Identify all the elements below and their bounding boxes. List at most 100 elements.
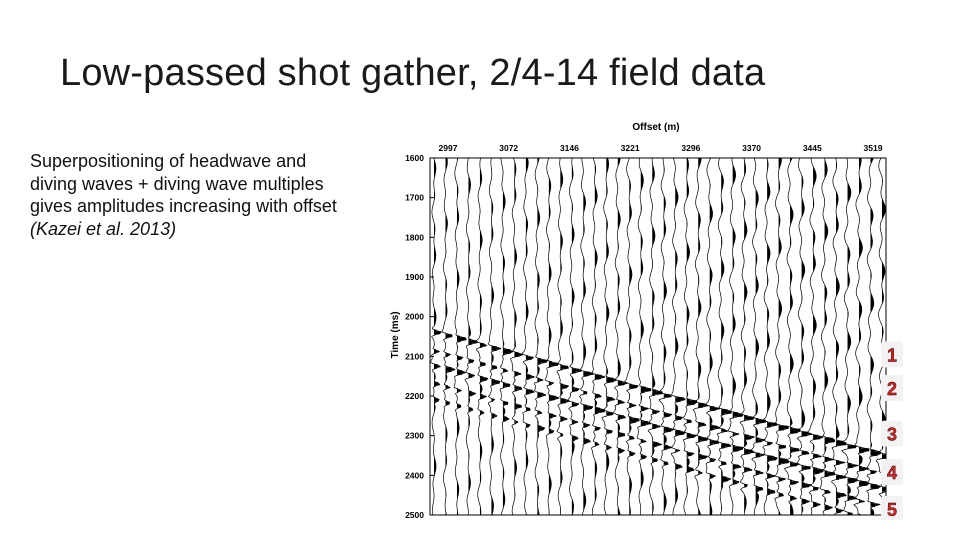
seismic-trace [441,158,456,515]
seismic-trace [579,158,595,515]
seismic-trace [762,158,778,515]
y-tick-labels: 1600 1700 1800 1900 2000 2100 2200 2300 2400 2500 [405,153,434,520]
seismic-trace [727,158,744,515]
x-tick-label: 3221 [621,143,640,153]
y-tick-label: 2000 [405,312,424,322]
seismic-trace [567,158,583,515]
x-tick-label: 2997 [439,143,458,153]
seismic-trace-fill [847,161,858,515]
seismic-trace [705,158,721,515]
seismic-trace-fill [617,158,628,515]
seismic-trace [716,158,732,515]
seismic-trace-fill [663,164,674,513]
seismic-trace-fill [548,176,559,515]
seismic-trace-fill [870,158,881,515]
seismic-trace [853,158,870,515]
seismic-trace [670,158,686,515]
citation: (Kazei et al. 2013) [30,218,177,239]
seismic-trace [509,158,524,515]
event-marker-label: 5 [887,500,897,520]
seismic-trace-fill [767,158,778,495]
body-text: Superpositioning of headwave and diving … [30,150,350,240]
y-tick-label: 1800 [405,232,424,242]
seismic-shot-gather: Offset (m) Time (ms) 2997 3072 3146 3221 329… [390,122,903,520]
seismic-trace-fill [836,160,847,513]
seismic-trace-fill [686,158,697,497]
x-tick-label: 3072 [499,143,518,153]
seismic-trace-fill [790,158,801,515]
seismic-trace [831,158,847,515]
y-tick-label: 2200 [405,391,424,401]
event-marker-label: 4 [887,463,897,483]
seismic-trace-fill [606,158,617,515]
seismic-trace [774,158,790,515]
seismic-trace-fill [744,158,755,515]
seismic-trace-fill [640,170,651,489]
body-text-main: Superpositioning of headwave and diving … [30,151,337,216]
y-tick-label: 2400 [405,470,424,480]
seismic-trace [487,158,502,515]
seismic-trace [749,158,767,515]
event-marker-label: 3 [887,425,897,445]
seismic-trace [739,158,756,515]
seismic-trace [658,158,675,515]
seismic-trace [647,158,663,515]
y-tick-label: 1600 [405,153,424,163]
seismic-trace [591,158,606,515]
seismic-trace [601,158,618,515]
seismic-trace [475,158,489,515]
event-marker-box [881,459,903,486]
x-tick-label: 3445 [803,143,822,153]
x-tick-label: 3296 [681,143,700,153]
x-tick-label: 3146 [560,143,579,153]
event-marker-box [881,341,903,368]
seismic-trace-fill [468,175,478,494]
seismic-trace [624,158,640,515]
seismic-trace-fill [525,158,535,515]
seismic-trace-fill [824,158,835,510]
seismic-trace [875,158,886,515]
y-tick-label: 2300 [405,431,424,441]
y-tick-label: 2500 [405,510,424,520]
event-marker-label: 1 [887,345,897,365]
x-axis-label: Offset (m) [632,122,679,133]
seismic-trace-fill [571,158,582,515]
seismic-trace-fill [583,169,594,512]
x-tick-label: 3370 [742,143,761,153]
seismic-trace-fill [721,172,732,512]
seismic-trace [499,158,514,515]
trace-area [430,158,886,515]
seismic-trace-fill [491,169,501,515]
y-tick-label: 1700 [405,193,424,203]
seismic-trace-fill [698,158,709,515]
x-tick-labels: 2997 3072 3146 3221 3296 3370 3445 3519 [439,143,883,153]
y-tick-label: 2100 [405,351,424,361]
seismic-trace [430,158,442,515]
seismic-trace [806,158,825,515]
seismic-trace [796,158,813,515]
seismic-trace-fill [514,161,523,501]
seismic-trace [636,158,652,515]
event-marker-label: 2 [887,379,897,399]
x-tick-label: 3519 [864,143,883,153]
seismic-trace [544,158,560,515]
y-tick-label: 1900 [405,272,424,282]
seismic-trace [819,158,835,515]
seismic-trace-fill [801,175,812,515]
seismic-trace-fill [479,158,488,515]
seismic-trace [865,158,882,515]
seismic-trace-fill [560,167,570,515]
event-marker-box [881,420,903,447]
seismic-trace [464,158,478,515]
seismic-trace [612,158,629,515]
seismic-trace-fill [675,164,686,504]
slide-title: Low-passed shot gather, 2/4-14 field dat… [60,52,766,94]
event-markers: 1 2 3 4 5 [881,341,903,520]
seismic-trace-fill [778,158,789,515]
seismic-trace [682,158,698,515]
seismic-trace [556,158,571,515]
y-axis-label: Time (ms) [390,311,401,358]
seismic-trace [522,158,536,515]
seismic-trace [692,158,710,515]
plot-frame [429,157,887,516]
